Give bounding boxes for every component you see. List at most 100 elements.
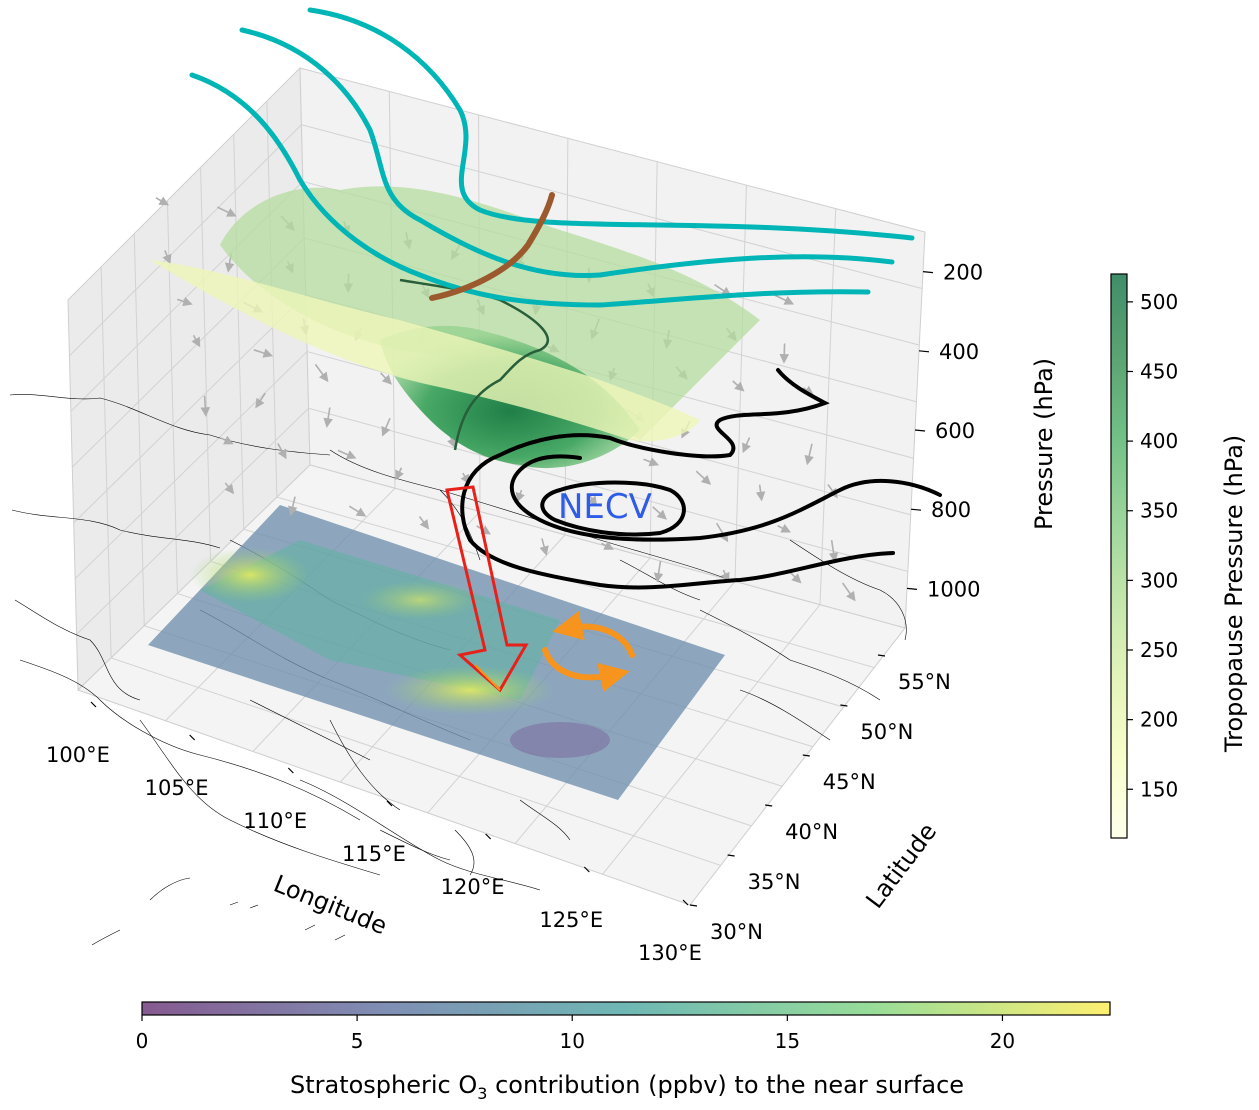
wind-vector — [643, 457, 660, 467]
z-axis: 200 400 600 800 1000 Pressure (hPa) — [906, 261, 1058, 601]
wind-vector — [380, 372, 392, 385]
z-tick-mark — [910, 508, 922, 511]
x-tick-mark — [583, 866, 590, 873]
z-tick-mark — [914, 429, 926, 432]
x-tick-mark — [485, 833, 492, 840]
circulation-arrows — [542, 610, 635, 693]
y-axis-label: Latitude — [860, 818, 942, 914]
x-tick-label: 100°E — [46, 743, 110, 767]
wind-vector — [460, 472, 470, 485]
wind-vector — [288, 496, 298, 516]
ground-o3-high-west — [190, 547, 310, 603]
x-tick-label: 105°E — [145, 776, 209, 800]
y-tick-mark — [877, 654, 886, 657]
wind-vector — [155, 196, 170, 206]
wind-vector — [515, 489, 525, 503]
x-tick-mark — [90, 701, 97, 708]
x-tick-label: 125°E — [539, 908, 603, 932]
wind-vector — [600, 541, 614, 550]
tropopause-tick-label: 150 — [1140, 777, 1178, 801]
tropopause-surface — [150, 186, 760, 469]
ground-o3-high-north — [360, 580, 480, 620]
o3-label-sub: 3 — [477, 1084, 487, 1103]
necv-label: NECV — [558, 487, 652, 527]
tropopause-tick-label: 200 — [1140, 708, 1178, 732]
y-tick-label: 40°N — [785, 820, 838, 844]
z-tick-mark — [918, 350, 930, 353]
wind-vector — [323, 407, 333, 428]
tropopause-colorbar-ticks: 150 200 250 300 350 400 450 500 — [1127, 290, 1178, 801]
o3-colorbar-fill — [141, 1001, 1111, 1016]
ground-o3-high-center — [385, 665, 555, 715]
y-tick-mark — [689, 904, 698, 907]
o3-colorbar-label: Stratospheric O3 contribution (ppbv) to … — [290, 1071, 964, 1103]
wind-vector — [790, 572, 802, 584]
x-tick-mark — [386, 800, 393, 807]
wind-vector — [314, 363, 329, 383]
descent-arrow — [445, 485, 529, 693]
wind-vector — [220, 435, 234, 445]
tropopause-colorbar-fill — [1110, 273, 1128, 839]
wind-vector — [277, 443, 287, 460]
tropopause-colorbar: 150 200 250 300 350 400 450 500 Tropopause Pres… — [1110, 273, 1248, 839]
wind-vector — [777, 523, 791, 533]
wind-vector — [381, 417, 391, 437]
wind-vector — [539, 538, 549, 556]
wind-vector — [755, 484, 766, 502]
tropopause-tick-label: 250 — [1140, 638, 1178, 662]
tropopause-tick-label: 300 — [1140, 568, 1178, 592]
wind-vector — [804, 443, 814, 466]
wind-vector — [695, 470, 712, 485]
o3-tick-label: 10 — [559, 1029, 584, 1053]
y-tick-label: 50°N — [860, 720, 913, 744]
x-tick-label: 110°E — [243, 809, 307, 833]
z-tick-label: 400 — [939, 340, 979, 364]
wind-vector — [653, 560, 664, 583]
z-tick-label: 200 — [943, 261, 983, 285]
y-tick-label: 55°N — [898, 670, 951, 694]
ground-o3-low-south — [510, 722, 610, 758]
o3-tick-label: 15 — [775, 1029, 800, 1053]
y-tick-label: 30°N — [710, 920, 763, 944]
x-tick-group: 100°E 105°E 110°E 115°E 120°E 125°E 130°E — [46, 701, 702, 965]
y-tick-group: 30°N 35°N 40°N 45°N 50°N 55°N — [689, 654, 951, 944]
x-tick-mark — [287, 767, 294, 774]
z-tick-group: 200 400 600 800 1000 — [906, 261, 983, 601]
x-axis-label: Longitude — [270, 870, 391, 941]
tropopause-tick-label: 500 — [1140, 290, 1178, 314]
wind-vector — [216, 206, 237, 217]
ground-o3-field — [148, 505, 725, 800]
wind-vector — [714, 283, 732, 297]
o3-tick-label: 20 — [990, 1029, 1015, 1053]
y-tick-mark — [840, 704, 848, 707]
z-tick-label: 1000 — [927, 577, 980, 601]
jet-line-1 — [307, 7, 915, 241]
wind-vector — [395, 467, 404, 481]
z-tick-mark — [922, 271, 934, 274]
wind-vector — [732, 380, 745, 392]
wind-vector — [348, 505, 367, 517]
z-tick-label: 800 — [931, 498, 971, 522]
wind-vector — [652, 506, 667, 520]
contour-outer — [460, 368, 895, 590]
wind-vector — [337, 449, 357, 460]
wind-vector — [720, 569, 730, 583]
wind-vector — [200, 395, 211, 417]
wind-vector — [253, 348, 274, 358]
jet-stream-lines — [189, 7, 915, 308]
x-tick-label: 120°E — [441, 875, 505, 899]
y-tick-mark — [802, 754, 810, 757]
tropopause-colorbar-label: Tropopause Pressure (hPa) — [1220, 435, 1248, 753]
wind-vector — [828, 540, 839, 563]
wind-vector — [255, 392, 266, 409]
contour-inner-necv — [540, 480, 686, 537]
x-tick-mark — [189, 734, 196, 741]
wind-vector — [841, 582, 856, 602]
wind-vector — [803, 385, 814, 396]
contour-middle — [509, 454, 942, 542]
tropopause-tick-label: 450 — [1140, 359, 1178, 383]
y-tick-mark — [765, 804, 773, 807]
wind-vector — [742, 437, 751, 454]
geopotential-contours — [460, 368, 942, 590]
